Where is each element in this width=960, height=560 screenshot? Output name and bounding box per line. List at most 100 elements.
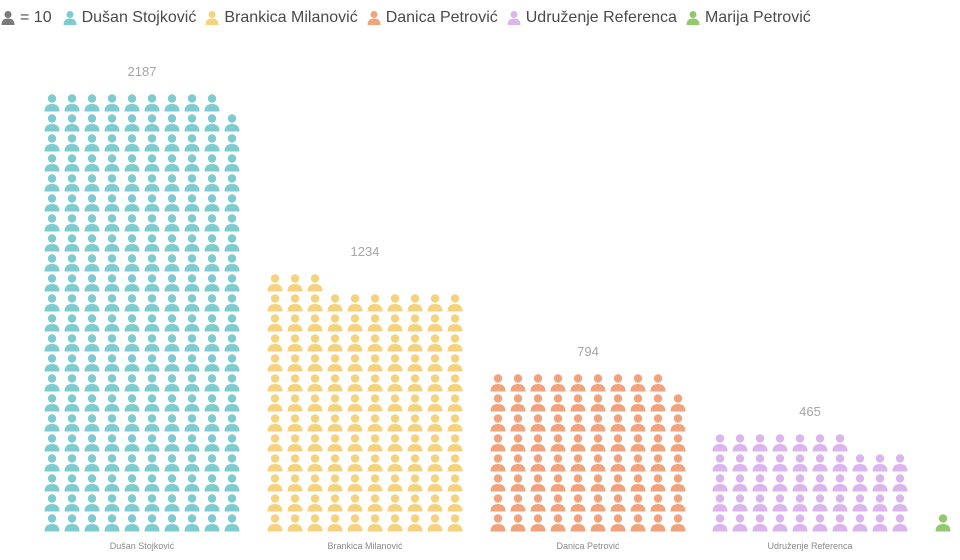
person-icon [104,194,120,212]
person-icon [307,474,323,492]
person-icon [852,494,868,512]
person-icon [530,414,546,432]
person-icon [104,294,120,312]
legend-item[interactable]: Marija Petrović [685,9,811,27]
person-icon [712,494,728,512]
person-icon [1,11,15,25]
person-icon [307,514,323,532]
series-group[interactable] [490,374,686,532]
person-icon [570,494,586,512]
legend-item-label: Dušan Stojković [81,9,197,26]
person-icon [84,314,100,332]
person-icon [367,434,383,452]
person-icon [44,414,60,432]
person-icon [287,454,303,472]
person-icon [184,194,200,212]
person-icon [144,274,160,292]
person-icon [407,374,423,392]
series-group[interactable] [44,94,240,532]
person-icon [204,354,220,372]
person-icon [307,454,323,472]
category-label: Udruženje Referenca [767,541,852,551]
person-icon [530,474,546,492]
person-icon [530,434,546,452]
person-icon [44,434,60,452]
person-icon [184,214,200,232]
person-icon [144,354,160,372]
person-icon [204,494,220,512]
person-icon [550,434,566,452]
person-icon [650,474,666,492]
person-icon [164,114,180,132]
person-icon [872,494,888,512]
person-icon [650,394,666,412]
person-icon [712,474,728,492]
legend-item[interactable]: Dušan Stojković [62,9,197,27]
person-icon [164,94,180,112]
person-icon [570,394,586,412]
person-icon [407,294,423,312]
person-icon [407,434,423,452]
person-icon [287,374,303,392]
series-group[interactable] [935,514,951,532]
person-icon [510,494,526,512]
person-icon [670,414,686,432]
person-icon [204,514,220,532]
person-icon [812,494,828,512]
person-icon [184,294,200,312]
person-icon [307,394,323,412]
person-icon [427,414,443,432]
series-group[interactable] [267,274,463,532]
person-icon [224,414,240,432]
person-icon [267,374,283,392]
person-icon [204,454,220,472]
person-icon [104,174,120,192]
person-icon [204,474,220,492]
person-icon [832,454,848,472]
person-icon [184,454,200,472]
legend-items: Dušan Stojković Brankica Milanović Danica … [62,9,819,27]
person-icon [387,494,403,512]
person-icon [204,214,220,232]
person-icon [124,134,140,152]
person-icon [164,394,180,412]
person-icon [507,11,521,25]
series-group[interactable] [712,434,908,532]
person-icon [64,234,80,252]
legend-item[interactable]: Brankica Milanović [204,9,358,27]
person-icon [64,474,80,492]
person-icon [670,454,686,472]
person-icon [327,474,343,492]
person-icon [144,334,160,352]
person-icon [164,494,180,512]
legend-item[interactable]: Udruženje Referenca [506,9,677,27]
person-icon [630,414,646,432]
person-icon [367,394,383,412]
person-icon [307,294,323,312]
person-icon [144,374,160,392]
person-icon [204,334,220,352]
person-icon [224,514,240,532]
person-icon [84,94,100,112]
person-icon [347,374,363,392]
person-icon [367,314,383,332]
person-icon [630,374,646,392]
person-icon [347,294,363,312]
person-icon [124,454,140,472]
person-icon [164,294,180,312]
person-icon [550,374,566,392]
person-icon [367,414,383,432]
person-icon [104,214,120,232]
person-icon [224,234,240,252]
legend-item[interactable]: Danica Petrović [366,9,498,27]
person-icon [144,254,160,272]
person-icon [224,314,240,332]
person-icon [347,474,363,492]
person-icon [84,334,100,352]
person-icon [84,354,100,372]
person-icon [44,294,60,312]
person-icon [224,134,240,152]
legend-item-label: Danica Petrović [385,9,498,26]
person-icon [44,474,60,492]
person-icon [812,474,828,492]
